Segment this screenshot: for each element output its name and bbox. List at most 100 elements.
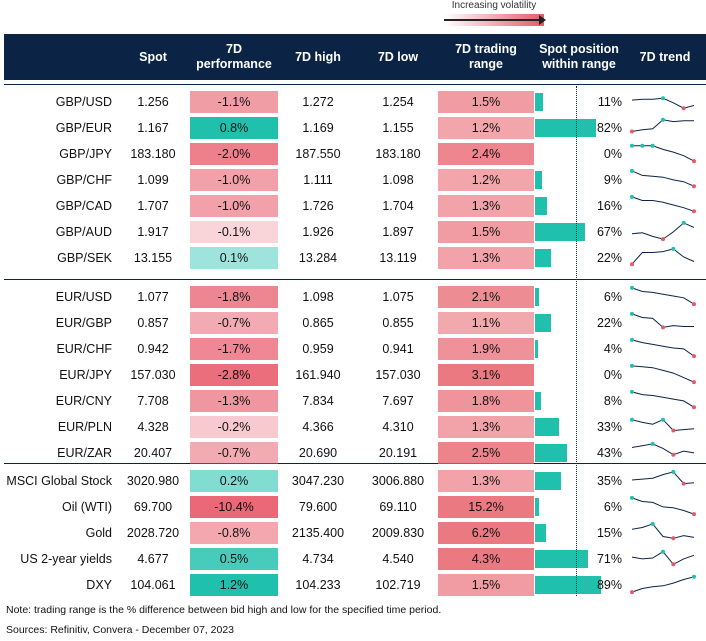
trend-high-marker (671, 469, 676, 474)
high-value: 7.834 (302, 394, 334, 408)
trend-sparkline (631, 469, 695, 486)
performance-fill (190, 91, 278, 113)
legend-arrow-icon (444, 15, 546, 25)
group-separator (4, 279, 706, 280)
trend-sparkline (630, 285, 696, 307)
table-sources: Sources: Refinitiv, Convera - December 0… (6, 624, 234, 636)
spot-value: 3020.980 (126, 474, 180, 488)
range-value: 4.3% (471, 552, 501, 566)
trend-low-marker (671, 536, 676, 541)
trend-high-marker (671, 246, 676, 251)
range-value: 1.2% (471, 121, 501, 135)
performance-fill (190, 195, 278, 217)
range-fill (438, 548, 534, 570)
performance-fill (190, 221, 278, 243)
trend-high-marker (681, 220, 686, 225)
performance-fill (190, 338, 278, 360)
performance-value: 0.8% (219, 121, 249, 135)
table-row: EUR/USD 1.077 -1.8% 1.098 1.075 2.1% 6% (4, 285, 706, 309)
table-row: GBP/JPY 183.180 -2.0% 187.550 183.180 2.4% 0% (4, 142, 706, 166)
performance-fill (190, 312, 278, 334)
range-value: 1.5% (471, 578, 501, 592)
performance-fill (190, 574, 278, 596)
performance-value: -2.0% (217, 147, 251, 161)
range-value: 2.1% (471, 290, 501, 304)
header-high: 7D high (295, 49, 341, 64)
position-value: 35% (596, 474, 622, 488)
position-bar (535, 444, 567, 462)
performance-fill (190, 522, 278, 544)
range-fill (438, 338, 534, 360)
range-value: 1.5% (471, 225, 501, 239)
performance-value: -1.1% (217, 95, 251, 109)
performance-value: -10.4% (214, 500, 254, 514)
trend-high-marker (630, 285, 634, 290)
range-fill (438, 442, 534, 464)
high-value: 1.098 (302, 290, 334, 304)
high-value: 0.959 (302, 342, 334, 356)
high-value: 187.550 (295, 147, 341, 161)
performance-fill (190, 143, 278, 165)
low-value: 1.098 (382, 173, 414, 187)
range-fill (438, 195, 534, 217)
trend-high-marker (630, 417, 634, 422)
position-value: 15% (596, 526, 622, 540)
table-row: EUR/ZAR 20.407 -0.7% 20.690 20.191 2.5% 43% (4, 441, 706, 465)
trend-high-marker (630, 337, 634, 342)
trend-sparkline (631, 220, 695, 242)
row-label: Gold (85, 526, 112, 540)
performance-value: -1.0% (217, 173, 251, 187)
trend-sparkline (630, 194, 696, 214)
range-fill (438, 312, 534, 334)
range-fill (438, 143, 534, 165)
trend-high-marker (630, 194, 634, 199)
trend-line (631, 471, 695, 485)
trend-low-marker (692, 380, 696, 385)
position-value: 8% (603, 394, 622, 408)
trend-line (631, 313, 694, 328)
trend-high-marker (630, 143, 634, 148)
range-value: 1.1% (471, 316, 501, 330)
table-row: EUR/PLN 4.328 -0.2% 4.366 4.310 1.3% 33% (4, 415, 706, 439)
row-label: GBP/JPY (59, 147, 112, 161)
spot-value: 1.917 (137, 225, 169, 239)
row-label: GBP/AUD (55, 225, 112, 239)
header-perf: 7D performance (196, 42, 272, 71)
range-fill (438, 522, 534, 544)
performance-value: -1.8% (217, 290, 251, 304)
position-bar (535, 288, 540, 306)
range-value: 6.2% (471, 526, 501, 540)
trend-high-marker (630, 363, 634, 368)
range-fill (438, 574, 534, 596)
row-label: EUR/PLN (57, 420, 112, 434)
range-value: 1.3% (471, 420, 501, 434)
high-value: 79.600 (298, 500, 338, 514)
position-midline (576, 86, 577, 596)
trend-high-marker (661, 417, 665, 422)
header-low: 7D low (377, 49, 419, 64)
low-value: 1.075 (382, 290, 414, 304)
low-value: 1.704 (382, 199, 414, 213)
low-value: 1.254 (382, 95, 414, 109)
group-separator (4, 463, 706, 464)
range-fill (438, 470, 534, 492)
spot-value: 1.256 (137, 95, 169, 109)
table-row: GBP/AUD 1.917 -0.1% 1.926 1.897 1.5% 67% (4, 220, 706, 244)
range-value: 1.3% (471, 199, 501, 213)
trend-sparkline (630, 311, 694, 330)
spot-value: 69.700 (133, 500, 173, 514)
low-value: 1.155 (382, 121, 414, 135)
low-value: 183.180 (375, 147, 421, 161)
table-row: GBP/SEK 13.155 0.1% 13.284 13.119 1.3% 22% (4, 246, 706, 270)
low-value: 102.719 (375, 578, 421, 592)
row-label: US 2-year yields (20, 552, 112, 566)
trend-line (631, 248, 695, 265)
trend-low-marker (681, 481, 686, 486)
high-value: 13.284 (298, 251, 338, 265)
trend-low-marker (692, 512, 696, 517)
spot-value: 1.077 (137, 290, 169, 304)
performance-fill (190, 548, 278, 570)
position-value: 4% (603, 342, 622, 356)
position-bar (535, 472, 561, 490)
trend-low-marker (692, 354, 696, 359)
